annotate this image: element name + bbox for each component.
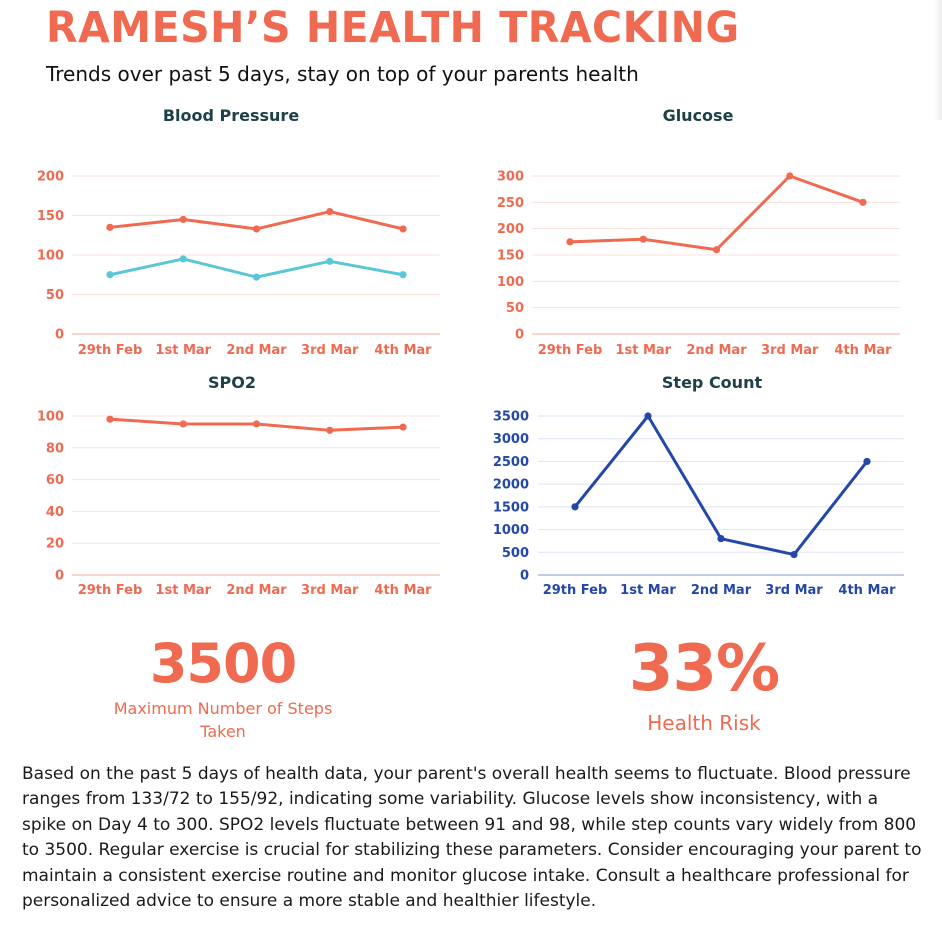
bp-series-1-point (326, 257, 334, 265)
bp-x-tick-label: 4th Mar (374, 343, 432, 358)
bp-y-tick-label: 50 (46, 288, 64, 303)
steps-y-tick-label: 0 (520, 569, 529, 584)
spo2-y-tick-label: 0 (55, 569, 64, 584)
spo2-series-0-point (106, 415, 114, 423)
bp-series-0-point (106, 223, 114, 231)
bp-x-tick-label: 3rd Mar (301, 343, 359, 358)
spo2-series-0-point (179, 420, 187, 428)
spo2-x-tick-label: 2nd Mar (226, 583, 287, 598)
steps-y-tick-label: 3000 (493, 432, 529, 447)
glucose-y-tick-label: 0 (515, 328, 524, 343)
bp-series-1-point (399, 271, 407, 279)
health-summary-text: Based on the past 5 days of health data,… (22, 764, 922, 912)
glucose-y-tick-label: 200 (497, 222, 524, 237)
spo2-x-tick-label: 1st Mar (155, 583, 211, 598)
bp-series-1-point (106, 271, 114, 279)
bp-series-1-point (179, 255, 187, 263)
steps-chart-title: Step Count (661, 373, 763, 392)
spo2-y-tick-label: 20 (46, 537, 64, 552)
bp-y-tick-label: 100 (37, 249, 64, 264)
spo2-chart: 0 20 40 60 80 100 29th Feb 1st Mar 2nd Mar 3rd Ma… (37, 410, 440, 598)
spo2-y-tick-label: 60 (46, 473, 64, 488)
steps-y-tick-label: 1000 (493, 523, 529, 538)
glucose-series-0-point (786, 172, 794, 180)
glucose-y-tick-label: 300 (497, 170, 524, 185)
spo2-series-0-point (326, 426, 334, 434)
steps-chart: 0 500 1000 1500 2000 2500 3000 3500 29th Feb 1st … (493, 410, 904, 598)
spo2-y-tick-label: 80 (46, 441, 64, 456)
spo2-chart-title: SPO2 (208, 373, 256, 392)
max-steps-value: 3500 (149, 632, 297, 695)
steps-y-tick-label: 3500 (493, 410, 529, 425)
spo2-x-tick-label: 3rd Mar (301, 583, 359, 598)
glucose-series-0-point (712, 246, 721, 254)
bp-series-0-point (326, 207, 334, 216)
bp-y-tick-label: 0 (55, 328, 64, 343)
bp-series-0-point (399, 225, 407, 233)
glucose-y-tick-label: 250 (497, 196, 524, 211)
max-steps-label: Maximum Number of Steps Taken (113, 699, 333, 741)
bp-y-tick-label: 150 (37, 209, 64, 224)
glucose-series-0-line (568, 174, 865, 252)
bp-chart: 0 50 100 150 200 29th Feb 1st Mar 2nd Mar 3rd Ma… (37, 170, 440, 358)
glucose-x-tick-label: 2nd Mar (686, 343, 747, 358)
spo2-x-tick-label: 4th Mar (374, 583, 432, 598)
steps-x-tick-label: 2nd Mar (691, 583, 752, 598)
steps-series-0-point (863, 457, 871, 466)
glucose-series-0-point (859, 198, 867, 206)
glucose-series-0-point (566, 238, 574, 246)
steps-series-0-point (717, 535, 725, 543)
spo2-y-tick-label: 100 (37, 410, 64, 425)
glucose-x-tick-label: 3rd Mar (761, 343, 819, 358)
steps-y-tick-label: 500 (502, 546, 529, 561)
steps-y-tick-label: 2000 (493, 478, 529, 493)
glucose-chart-title: Glucose (662, 106, 734, 125)
steps-y-tick-label: 2500 (493, 455, 529, 470)
spo2-y-tick-label: 40 (46, 505, 64, 520)
steps-x-tick-label: 4th Mar (838, 583, 896, 598)
bp-x-tick-label: 1st Mar (155, 343, 211, 358)
glucose-y-tick-label: 100 (497, 275, 524, 290)
steps-series-0-point (790, 550, 798, 559)
glucose-chart: 0 50 100 150 200 250 300 29th Feb 1st Mar 2nd Mar… (497, 170, 900, 358)
steps-x-tick-label: 29th Feb (543, 583, 608, 598)
steps-series-0-line (573, 414, 869, 557)
steps-x-tick-label: 1st Mar (620, 583, 676, 598)
steps-x-tick-label: 3rd Mar (765, 583, 823, 598)
bp-series-0-point (252, 225, 261, 233)
spo2-series-0-point (399, 423, 407, 431)
health-risk-value: 33% (628, 632, 780, 706)
bp-series-1-point (252, 273, 261, 281)
page-subtitle: Trends over past 5 days, stay on top of … (46, 62, 639, 86)
spo2-x-tick-label: 29th Feb (78, 583, 143, 598)
steps-y-tick-label: 1500 (493, 500, 529, 515)
page-title: RAMESH’S HEALTH TRACKING (46, 2, 740, 53)
steps-series-0-point (571, 503, 579, 511)
bp-y-tick-label: 200 (37, 170, 64, 185)
spo2-series-0-point (252, 420, 261, 428)
bp-chart-title: Blood Pressure (162, 106, 300, 125)
glucose-y-tick-label: 150 (497, 249, 524, 264)
health-risk-label: Health Risk (647, 711, 761, 735)
page-edge-shadow (934, 0, 942, 120)
bp-x-tick-label: 29th Feb (78, 343, 143, 358)
glucose-x-tick-label: 29th Feb (538, 343, 603, 358)
bp-x-tick-label: 2nd Mar (226, 343, 287, 358)
bp-series-0-point (179, 215, 187, 224)
glucose-x-tick-label: 1st Mar (615, 343, 671, 358)
glucose-y-tick-label: 50 (506, 301, 524, 316)
steps-series-0-point (644, 412, 652, 420)
glucose-x-tick-label: 4th Mar (834, 343, 892, 358)
glucose-series-0-point (639, 235, 647, 243)
